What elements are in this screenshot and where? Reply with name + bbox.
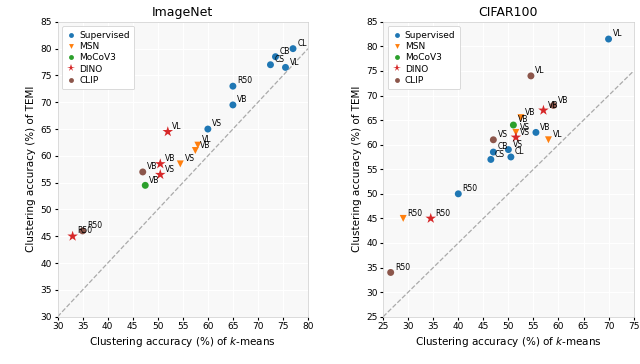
Text: VB: VB [164, 154, 175, 163]
Text: R50: R50 [463, 184, 477, 193]
Point [548, 103, 559, 108]
Point [193, 142, 203, 148]
Point [488, 149, 499, 155]
Point [503, 147, 513, 153]
Text: VS: VS [497, 130, 508, 139]
Text: VB: VB [540, 123, 550, 132]
Text: VB: VB [525, 108, 536, 117]
Point [266, 62, 276, 68]
Legend: Supervised, MSN, MoCoV3, DINO, CLIP: Supervised, MSN, MoCoV3, DINO, CLIP [388, 26, 460, 90]
Point [67, 233, 77, 239]
Text: R50: R50 [237, 76, 252, 86]
Text: VS: VS [513, 140, 522, 149]
Point [203, 126, 213, 132]
Text: VS: VS [520, 127, 530, 136]
Point [140, 182, 150, 188]
Point [77, 228, 88, 234]
Text: CS: CS [275, 55, 285, 64]
Legend: Supervised, MSN, MoCoV3, DINO, CLIP: Supervised, MSN, MoCoV3, DINO, CLIP [62, 26, 134, 90]
Text: VB: VB [237, 95, 248, 104]
Point [155, 161, 165, 167]
X-axis label: Clustering accuracy (%) of $k$-means: Clustering accuracy (%) of $k$-means [90, 335, 276, 349]
Text: CL: CL [297, 39, 307, 48]
Text: VL: VL [552, 130, 562, 139]
Point [385, 269, 396, 275]
Text: VB: VB [557, 96, 568, 104]
Text: R50: R50 [87, 221, 102, 230]
Text: VS: VS [520, 123, 530, 132]
Text: R50: R50 [435, 209, 450, 218]
Point [508, 122, 518, 128]
Point [288, 46, 298, 52]
Point [488, 137, 499, 143]
Text: VB: VB [548, 100, 558, 110]
Point [531, 130, 541, 135]
Point [511, 130, 521, 135]
Text: VS: VS [212, 119, 222, 128]
Title: CIFAR100: CIFAR100 [479, 6, 538, 19]
Text: VB: VB [149, 175, 160, 185]
X-axis label: Clustering accuracy (%) of $k$-means: Clustering accuracy (%) of $k$-means [415, 335, 602, 349]
Text: R50: R50 [408, 209, 422, 218]
Point [398, 215, 408, 221]
Text: VB: VB [200, 141, 210, 150]
Text: VL: VL [612, 29, 622, 38]
Point [538, 107, 548, 113]
Y-axis label: Clustering accuracy (%) of TEMI: Clustering accuracy (%) of TEMI [352, 86, 362, 253]
Point [426, 215, 436, 221]
Point [604, 36, 614, 42]
Point [511, 134, 521, 140]
Point [270, 54, 280, 60]
Point [506, 154, 516, 160]
Point [280, 64, 291, 70]
Text: VS: VS [184, 154, 195, 163]
Text: R50: R50 [395, 263, 410, 272]
Point [228, 102, 238, 108]
Y-axis label: Clustering accuracy (%) of TEMI: Clustering accuracy (%) of TEMI [26, 86, 36, 253]
Text: CB: CB [497, 142, 508, 151]
Text: CS: CS [495, 150, 505, 159]
Point [486, 157, 496, 162]
Point [526, 73, 536, 79]
Point [138, 169, 148, 175]
Point [190, 147, 200, 153]
Point [155, 172, 165, 178]
Text: CL: CL [515, 147, 525, 156]
Point [543, 137, 554, 143]
Text: VL: VL [172, 122, 182, 131]
Title: ImageNet: ImageNet [152, 6, 214, 19]
Point [175, 161, 186, 167]
Point [228, 83, 238, 89]
Text: R50: R50 [77, 226, 92, 236]
Text: VL: VL [535, 66, 545, 75]
Text: VS: VS [164, 165, 175, 174]
Text: VB: VB [518, 115, 528, 124]
Point [453, 191, 463, 197]
Point [516, 115, 526, 120]
Text: VL: VL [202, 135, 211, 145]
Point [163, 129, 173, 135]
Text: VB: VB [147, 162, 157, 171]
Text: CB: CB [280, 47, 290, 56]
Text: VL: VL [290, 58, 299, 67]
